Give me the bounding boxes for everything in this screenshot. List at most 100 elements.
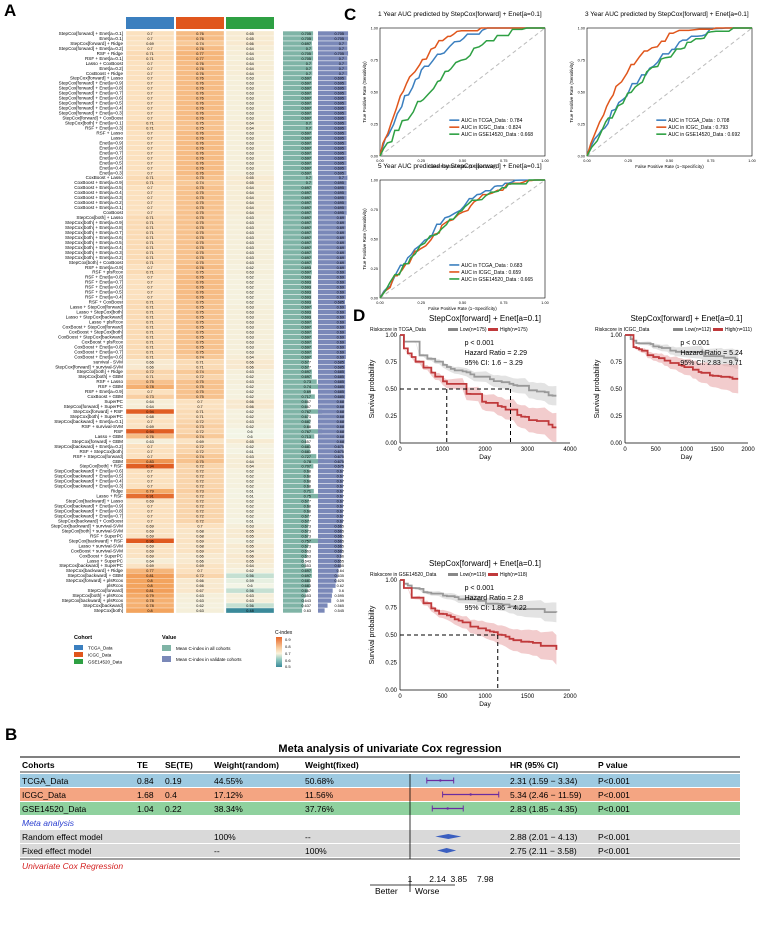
bar-mean-val	[318, 225, 346, 230]
cindex-tick: 0.8	[285, 644, 291, 649]
bar-mean-all	[283, 76, 312, 81]
heatmap-row: StepCox[backward] + SuperPC 0.69 0.69 0.64 0…	[59, 563, 344, 569]
bar-mean-all-value: 0.697	[301, 92, 311, 96]
bar-mean-val	[318, 419, 345, 424]
heatmap-row: StepCox[both] + CoxBoost 0.71 0.75 0.63 0.69…	[69, 259, 346, 265]
heatmap-cell-value: 0.71	[146, 261, 153, 265]
bar-mean-val	[318, 304, 346, 310]
bar-mean-all-value: 0.677	[301, 365, 311, 369]
bar-mean-all	[283, 608, 303, 613]
heatmap-row: Lasso + GBM 0.76 0.74 0.6 0.713 0.68	[95, 433, 345, 440]
forest-row-bg	[20, 788, 740, 801]
forest-header-cell: Weight(random)	[214, 760, 279, 770]
heatmap-cell-value: 0.62	[246, 301, 253, 305]
bar-mean-val	[318, 284, 346, 290]
heatmap-cell-value: 0.81	[146, 589, 153, 593]
bar-mean-all	[283, 220, 312, 225]
bar-mean-val-value: 0.69	[337, 241, 344, 245]
bar-mean-all	[283, 120, 313, 126]
bar-mean-val	[318, 533, 343, 539]
bar-mean-val	[318, 76, 347, 81]
heatmap-cell-value: 0.71	[196, 360, 203, 364]
model-name: CoxBoost + Ridge	[86, 71, 124, 76]
model-name: StepCox[forward] + Enet[a=0.7]	[59, 91, 123, 96]
heatmap-cell-value: 0.75	[196, 325, 203, 329]
bar-mean-all	[283, 190, 312, 195]
bar-mean-all-value: 0.7	[306, 181, 311, 185]
model-name: StepCox[backward] + GBM	[67, 573, 123, 578]
roc-xtick: 0.50	[459, 159, 466, 163]
heatmap-row: Lasso + StepCox[forward] 0.71 0.75 0.63 0.69…	[70, 304, 346, 310]
bar-mean-all	[283, 558, 304, 563]
bar-mean-val-value: 0.69	[337, 276, 344, 280]
roc-title: 1 Year AUC predicted by StepCox[forward]…	[378, 11, 542, 18]
heatmap-cell-value: 0.75	[196, 251, 203, 255]
km-ytick: 0.75	[610, 360, 622, 366]
heatmap-row: CoxBoost + Enet[a=0.6] 0.71 0.74 0.64 0.697 0…	[74, 354, 346, 360]
bar-mean-val-value: 0.67	[337, 470, 344, 474]
bar-mean-val	[318, 478, 343, 484]
bar-mean-val	[318, 493, 343, 499]
bar-mean-all-value: 0.693	[301, 316, 311, 320]
bar-mean-all-value: 0.677	[301, 514, 311, 518]
model-name: CoxBoost + plsRcox	[82, 339, 124, 344]
km-curve	[400, 334, 557, 429]
heatmap-cell-value: 0.72	[196, 574, 203, 578]
bar-mean-val-value: 0.67	[337, 485, 344, 489]
heatmap-cell-value: 0.7	[147, 266, 152, 270]
bar-mean-val	[318, 170, 347, 175]
legend-swatch-icgc	[74, 652, 83, 657]
heatmap-cell-value: 0.63	[246, 271, 253, 275]
heatmap-cell-value: 0.7	[147, 455, 152, 459]
model-name: RSF + CoxBoost	[89, 300, 124, 305]
roc-ytick: 0.00	[371, 155, 378, 159]
heatmap-cell-value: 0.72	[196, 500, 203, 504]
bar-mean-all	[283, 270, 312, 275]
bar-mean-all-value: 0.697	[301, 569, 311, 573]
model-name: RSF + Lasso	[96, 379, 123, 384]
bar-mean-val	[318, 160, 347, 166]
heatmap-cell-value: 0.91	[146, 495, 153, 499]
bar-mean-val	[318, 513, 343, 519]
heatmap-cell-value: 0.7	[147, 450, 152, 454]
heatmap-cell-value: 0.75	[196, 306, 203, 310]
bar-mean-all-value: 0.697	[301, 335, 311, 339]
roc-ylabel: True Positive Rate (Sensitivity)	[362, 61, 367, 123]
bar-mean-val	[318, 215, 346, 220]
heatmap-cell-value: 0.76	[196, 62, 203, 66]
bar-mean-val	[318, 240, 346, 245]
heatmap-cell-value: 0.71	[146, 375, 153, 379]
bar-mean-all	[283, 568, 312, 573]
heatmap-cell-value: 0.75	[196, 256, 203, 260]
roc-ytick: 0.50	[371, 91, 378, 95]
forest-row: GSE14520_Data 1.04 0.22 38.34% 37.76% 2.83 (1…	[20, 802, 740, 815]
heatmap-cell-icgc	[175, 607, 225, 614]
heatmap-row: StepCox[backward] + CoxBoost 0.7 0.72 0.61 0…	[58, 518, 344, 524]
heatmap-cell-value: 0.65	[246, 181, 253, 185]
heatmap-cell-value: 0.74	[196, 435, 203, 439]
heatmap-cell-value: 0.71	[146, 335, 153, 339]
model-name: RSF + Enet[a=0.3]	[85, 125, 123, 130]
bar-mean-all	[283, 215, 312, 220]
forest-header-cell: P value	[598, 760, 628, 770]
heatmap-row: StepCox[backward] + Enet[a=0.8] 0.7 0.72 0.…	[54, 508, 344, 514]
bar-mean-val-value: 0.685	[334, 370, 344, 374]
bar-mean-val	[318, 608, 325, 613]
bar-mean-val-value: 0.545	[334, 609, 344, 613]
heatmap-cell-value: 0.75	[196, 395, 203, 399]
heatmap-cell-value: 0.7	[147, 92, 152, 96]
bar-mean-val-value: 0.695	[334, 102, 344, 106]
heatmap-cell-value: 0.71	[146, 251, 153, 255]
heatmap-cell-value: 0.76	[196, 286, 203, 290]
bar-mean-all	[283, 205, 312, 210]
roc-xtick: 0.00	[376, 159, 383, 163]
heatmap-cell-value: 0.7	[147, 276, 152, 280]
model-name: StepCox[both] + Enet[a=0.9]	[65, 220, 123, 225]
model-name: StepCox[forward] + Enet[a=0.1]	[59, 31, 123, 36]
heatmap-cell-value: 0.62	[246, 485, 253, 489]
roc-ytick: 0.25	[371, 267, 378, 271]
model-name: StepCox[backward] + Enet[a=0.2]	[54, 444, 123, 449]
heatmap-row: RSF + Enet[a=0.6] 0.7 0.76 0.62 0.693 0.69	[85, 284, 346, 290]
bar-mean-all	[283, 384, 319, 389]
bar-mean-all-value: 0.673	[301, 544, 311, 548]
